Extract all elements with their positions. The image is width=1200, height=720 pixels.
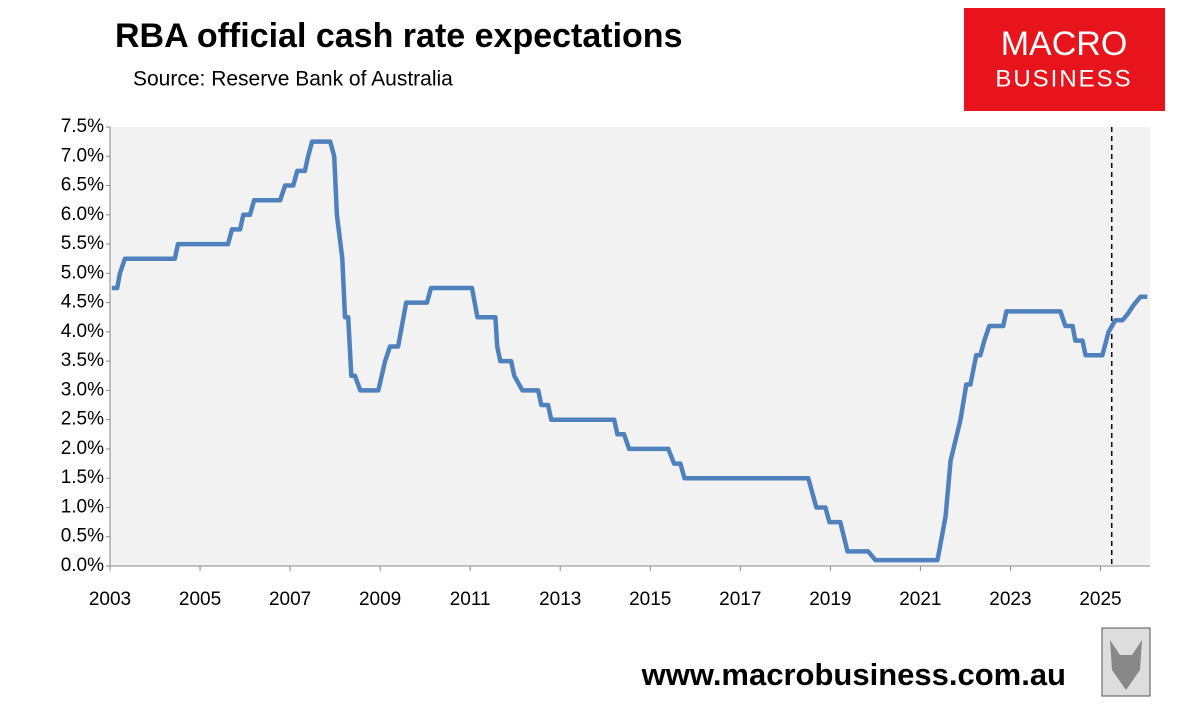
x-tick-label: 2017 [719, 589, 761, 610]
logo-text: MACRO [1001, 25, 1128, 63]
x-tick-label: 2005 [179, 589, 221, 610]
y-tick-label: 0.5% [61, 526, 104, 547]
y-tick-label: 2.5% [61, 409, 104, 430]
chart-subtitle: Source: Reserve Bank of Australia [133, 68, 453, 91]
y-tick-label: 4.0% [61, 321, 104, 342]
footer-url: www.macrobusiness.com.au [641, 657, 1066, 692]
y-tick-label: 6.5% [61, 175, 104, 196]
y-tick-label: 7.0% [61, 145, 104, 166]
y-tick-label: 2.0% [61, 438, 104, 459]
x-tick-label: 2023 [989, 589, 1031, 610]
y-tick-label: 5.5% [61, 233, 104, 254]
data-line [111, 139, 1148, 563]
x-tick-label: 2019 [809, 589, 851, 610]
y-tick-label: 0.0% [61, 555, 104, 576]
x-tick-label: 2007 [269, 589, 311, 610]
logo-box [964, 8, 1165, 111]
y-tick-label: 5.0% [61, 262, 104, 283]
logo-text: BUSINESS [995, 65, 1132, 92]
x-tick-label: 2013 [539, 589, 581, 610]
y-tick-label: 1.0% [61, 496, 104, 517]
y-tick-label: 7.5% [61, 116, 104, 137]
plot-area [110, 127, 1150, 566]
chart-title: RBA official cash rate expectations [115, 17, 682, 55]
x-tick-label: 2025 [1079, 589, 1121, 610]
y-tick-label: 4.5% [61, 292, 104, 313]
y-tick-label: 6.0% [61, 204, 104, 225]
x-tick-label: 2015 [629, 589, 671, 610]
y-tick-label: 1.5% [61, 467, 104, 488]
x-tick-label: 2003 [89, 589, 131, 610]
x-tick-label: 2011 [450, 589, 491, 610]
y-tick-label: 3.0% [61, 379, 104, 400]
y-tick-label: 3.5% [61, 350, 104, 371]
x-tick-label: 2009 [359, 589, 401, 610]
x-tick-label: 2021 [899, 589, 941, 610]
wolf-icon [1101, 627, 1151, 697]
